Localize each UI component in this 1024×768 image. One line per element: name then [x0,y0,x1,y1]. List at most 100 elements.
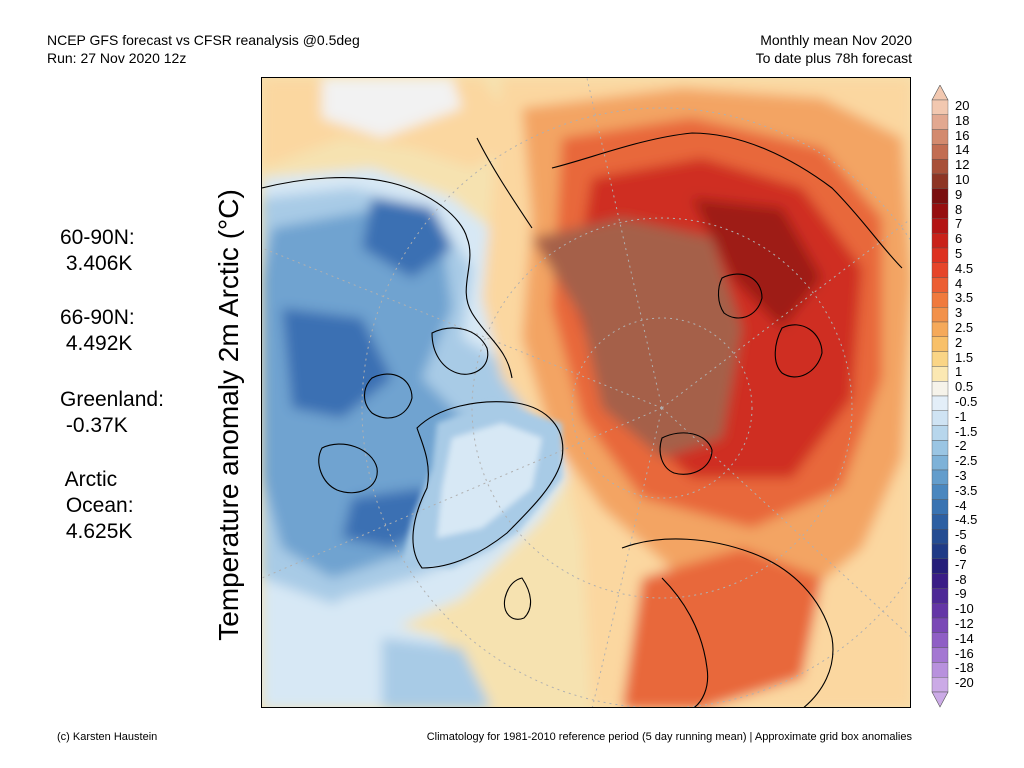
map-canvas [262,78,910,707]
colorbar-segment [931,129,949,145]
colorbar-segment [931,410,949,426]
coastlines [262,132,903,707]
colorbar-segments [931,85,949,708]
coast-novaya-zemlya [774,324,823,378]
colorbar-tick-label: 3 [955,305,963,321]
colorbar-tick-label: 1 [955,364,963,380]
period-subtitle: To date plus 78h forecast [755,50,912,66]
colorbar-tick-label: 20 [955,98,970,113]
colorbar-tick-label: 8 [955,201,963,217]
colorbar-segment [931,440,949,456]
colorbar-tick-label: -1 [955,408,967,424]
coast-bering [476,137,533,229]
colorbar-segment [931,321,949,338]
colorbar-segment [931,351,949,367]
colorbar-segment [931,306,949,323]
model-title: NCEP GFS forecast vs CFSR reanalysis @0.… [47,32,360,48]
colorbar-segment [931,425,949,441]
field-scandinavia [622,548,822,707]
footer-credit: (c) Karsten Haustein [57,731,158,743]
coast-island-1 [431,327,489,375]
coast-canada-north [262,177,513,379]
meridian-1 [586,78,663,409]
coast-greenland [412,401,564,569]
colorbar-segment [931,277,949,293]
colorbar-tick-label: 1.5 [955,349,974,365]
colorbar-tick-label: -10 [955,601,974,617]
stat-value: 4.625K [60,520,133,543]
colorbar-tick-label: 9 [955,186,963,202]
colorbar-segment [931,366,949,382]
colorbar-tick-label: 2.5 [955,320,974,335]
footer-note: Climatology for 1981-2010 reference peri… [426,731,912,743]
colorbar-tick-label: -1.5 [955,423,978,439]
meridian-2 [661,218,910,409]
colorbar-tick-label: -8 [955,571,967,587]
colorbar-top-arrow [931,85,949,101]
colorbar-segment [931,262,949,278]
colorbar-tick-label: 0.5 [955,379,974,395]
colorbar [931,85,949,708]
coast-scandinavia [621,538,834,707]
colorbar-segment [931,381,949,397]
colorbar-tick-label: -9 [955,586,967,602]
anomaly-map [261,77,911,708]
colorbar-segment [931,514,949,530]
colorbar-segment [931,499,949,515]
stat-arctic-ocean: Arctic Ocean: 4.625K [60,467,134,545]
coast-hudson [318,443,378,494]
coast-iceland [503,577,532,620]
colorbar-segment [931,543,949,560]
colorbar-segment [931,632,949,648]
colorbar-tick-label: -20 [955,675,974,691]
colorbar-segment [931,573,949,589]
colorbar-segment [931,662,949,678]
graticule-60n [361,107,910,707]
stat-greenland: Greenland: -0.37K [60,387,164,439]
colorbar-segment [931,188,949,204]
field-neutral-pacific [322,78,462,138]
greenland-field [402,403,562,568]
colorbar-segment [931,617,949,634]
colorbar-bottom-arrow [931,691,949,708]
colorbar-tick-label: -12 [955,616,974,631]
colorbar-segment [931,484,949,500]
colorbar-tick-label: 4.5 [955,260,974,276]
colorbar-segment [931,203,949,219]
field-blue-atlantic [382,638,492,707]
stat-60-90n: 60-90N: 3.406K [60,225,135,277]
stat-value: 3.406K [60,252,133,275]
coast-severnaya [717,273,763,319]
coast-norway [661,577,709,707]
colorbar-segment [931,218,949,234]
stat-66-90n: 66-90N: 4.492K [60,305,135,357]
colorbar-tick-label: -2 [955,438,967,454]
colorbar-segment [931,158,949,175]
stat-label: Greenland: [60,388,164,411]
field-dark-red [692,198,822,328]
colorbar-tick-label: 2 [955,334,963,350]
colorbar-segment [931,99,949,116]
field-greenland-interior [437,423,542,538]
colorbar-tick-label: 18 [955,112,970,128]
colorbar-tick-label: -4 [955,497,967,513]
coast-svalbard [659,432,713,475]
anomaly-field [262,78,910,707]
meridian-3 [661,407,910,637]
colorbar-segment [931,114,949,130]
period-title: Monthly mean Nov 2020 [760,32,912,48]
coast-island-2 [363,373,413,419]
colorbar-tick-label: -18 [955,660,974,676]
stat-label: 66-90N: [60,306,135,329]
colorbar-tick-label: -16 [955,645,974,661]
colorbar-tick-label: -0.5 [955,394,978,409]
colorbar-tick-label: 4 [955,275,963,291]
header-right: Monthly mean Nov 2020 To date plus 78h f… [756,31,912,67]
colorbar-tick-label: -2.5 [955,453,978,469]
graticule-80n [571,317,753,499]
stat-label: 60-90N: [60,226,135,249]
stat-label-2: Ocean: [60,494,134,517]
graticule-70n [471,217,853,599]
colorbar-segment [931,395,949,412]
header-left: NCEP GFS forecast vs CFSR reanalysis @0.… [47,31,360,67]
